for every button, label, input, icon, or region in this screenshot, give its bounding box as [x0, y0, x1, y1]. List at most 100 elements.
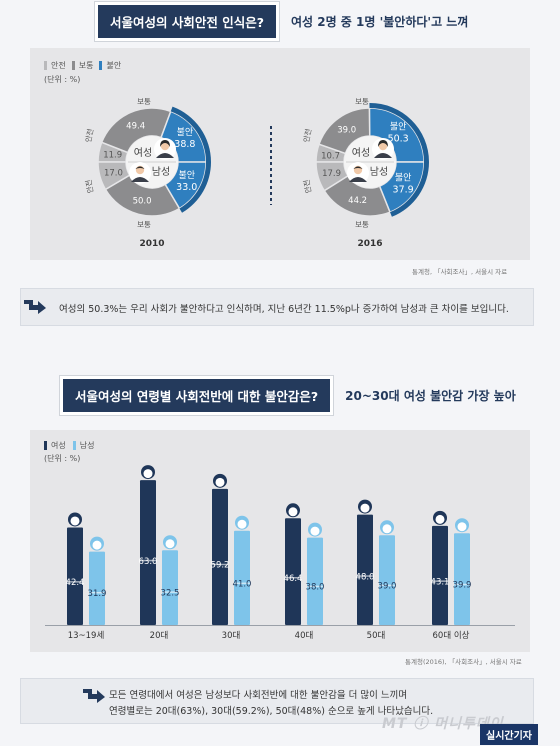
bar-face: [165, 539, 175, 549]
female-avatar-icon: [372, 138, 394, 160]
bar-body: [234, 530, 250, 625]
legend-label-male: 남성: [79, 441, 95, 450]
legend-label-safe: 안전: [51, 61, 66, 70]
note2-line1: 모든 연령대에서 여성은 남성보다 사회전반에 대한 불안감을 더 많이 느끼며: [109, 690, 408, 701]
bar-body: [162, 550, 178, 625]
bar-body: [307, 537, 323, 625]
male-bar: [454, 518, 470, 625]
avatar-body: [156, 153, 174, 158]
bar-face: [457, 522, 467, 532]
female-bar: [285, 503, 301, 625]
female-anxious-label-name: 불안: [390, 122, 407, 133]
category-label: 30대: [222, 631, 241, 641]
arrow-icon: [83, 689, 105, 703]
bar-face: [92, 540, 102, 550]
female-value-label: 48.0: [356, 572, 375, 582]
female-anxious-label: 38.8: [174, 139, 195, 150]
male-safe-label: 17.0: [104, 169, 123, 179]
female-safe-label: 10.7: [321, 151, 340, 161]
bar-stripe: [307, 585, 323, 588]
anxious-rim: [179, 162, 211, 213]
center-label-female: 여성: [352, 147, 370, 159]
bar-stripe: [89, 591, 105, 594]
bar-body: [89, 551, 105, 625]
section1-unit: (단위 : %): [44, 75, 81, 84]
legend-swatch-anxious: [99, 61, 103, 70]
male-avatar-icon: [129, 162, 151, 184]
note2-line2: 연령별로는 20대(63%), 30대(59.2%), 50대(48%) 순으로…: [109, 706, 434, 717]
arrow-icon: [24, 300, 46, 314]
avatar-hair: [378, 140, 388, 147]
female-bar: [357, 499, 373, 625]
bar-face: [435, 514, 445, 524]
male-safe-label: 17.9: [322, 169, 341, 179]
bar-face: [143, 469, 153, 479]
bar-stripe: [212, 563, 228, 566]
female-value-label: 46.4: [284, 574, 303, 584]
donut-2010: 여성남성11.949.4불안38.817.050.0불안33.0보통보통안전안전…: [83, 97, 211, 249]
male-anxious-label: 37.9: [393, 184, 414, 195]
section1-title: 서울여성의 사회안전 인식은?: [95, 1, 279, 41]
section2-header: 서울여성의 연령별 사회전반에 대한 불안감은? 20~30대 여성 불안감 가…: [60, 375, 516, 415]
female-value-label: 42.4: [66, 578, 85, 588]
category-label: 40대: [295, 631, 314, 641]
bar-group-5: 43.1 39.9 60대 이상: [431, 510, 471, 641]
bar-body: [212, 488, 228, 625]
outer-tag-safe-bottom: 안전: [83, 179, 95, 194]
bar-group-2: 59.241.0 30대: [211, 473, 252, 641]
bar-stripe: [454, 583, 470, 586]
bar-stripe: [285, 576, 301, 579]
female-value-label: 63.0: [139, 557, 158, 567]
male-normal-label: 50.0: [133, 197, 152, 207]
bar-face: [360, 503, 370, 513]
bar-stripe: [379, 584, 395, 587]
section2-title: 서울여성의 연령별 사회전반에 대한 불안감은?: [60, 375, 334, 415]
section2-source: 통계청(2016), 「사회조사」, 서울시 자료: [405, 658, 522, 666]
bar-body: [432, 525, 448, 625]
donut-year-label: 2016: [357, 239, 382, 249]
category-label: 20대: [150, 631, 169, 641]
center-label-male: 남성: [370, 166, 388, 178]
outer-tag-normal-top: 보통: [137, 97, 151, 106]
category-label: 50대: [367, 631, 386, 641]
male-value-label: 39.0: [378, 582, 397, 592]
bar-body: [140, 480, 156, 625]
anxious-rim: [390, 162, 429, 217]
female-value-label: 43.1: [431, 577, 450, 587]
bar-group-0: 42.431.9 13~19세: [66, 512, 106, 641]
note2-box: 모든 연령대에서 여성은 남성보다 사회전반에 대한 불안감을 더 많이 느끼며…: [20, 678, 534, 724]
male-bar: [234, 515, 250, 625]
outer-tag-safe-bottom: 안전: [301, 179, 313, 194]
bar-body: [285, 518, 301, 625]
outer-tag-safe-top: 안전: [83, 128, 95, 143]
female-safe-label: 11.9: [103, 151, 122, 161]
female-bar: [140, 465, 156, 625]
male-bar: [162, 535, 178, 625]
section2-unit: (단위 : %): [44, 454, 81, 463]
male-avatar-icon: [347, 162, 369, 184]
age-bar-chart: 42.431.9 13~19세 63.0 32.5 20대 59.241.0 30대 46.4…: [45, 465, 515, 641]
avatar-face: [160, 141, 170, 151]
legend-swatch-normal: [71, 61, 75, 70]
outer-tag-normal-top: 보통: [355, 97, 369, 106]
male-bar: [89, 536, 105, 625]
avatar-body: [349, 177, 367, 182]
avatar-body: [374, 153, 392, 158]
female-value-label: 59.2: [211, 561, 230, 571]
bar-stripe: [357, 575, 373, 577]
outer-tag-normal-bottom: 보통: [137, 220, 151, 229]
male-bar: [307, 522, 323, 625]
note1-text: 여성의 50.3%는 우리 사회가 불안하다고 인식하며, 지난 6년간 11.…: [59, 304, 509, 315]
bar-stripe: [140, 559, 156, 562]
female-bar: [212, 473, 228, 625]
section2-legend: 여성 남성: [44, 440, 94, 451]
category-label: 13~19세: [68, 631, 105, 641]
male-value-label: 41.0: [233, 580, 252, 590]
bar-group-1: 63.0 32.5 20대: [139, 465, 179, 641]
section1-header: 서울여성의 사회안전 인식은? 여성 2명 중 1명 '불안하다'고 느껴: [95, 1, 468, 41]
avatar-hair: [135, 166, 145, 169]
bar-stripe: [432, 580, 448, 582]
donut-year-label: 2010: [139, 239, 164, 249]
